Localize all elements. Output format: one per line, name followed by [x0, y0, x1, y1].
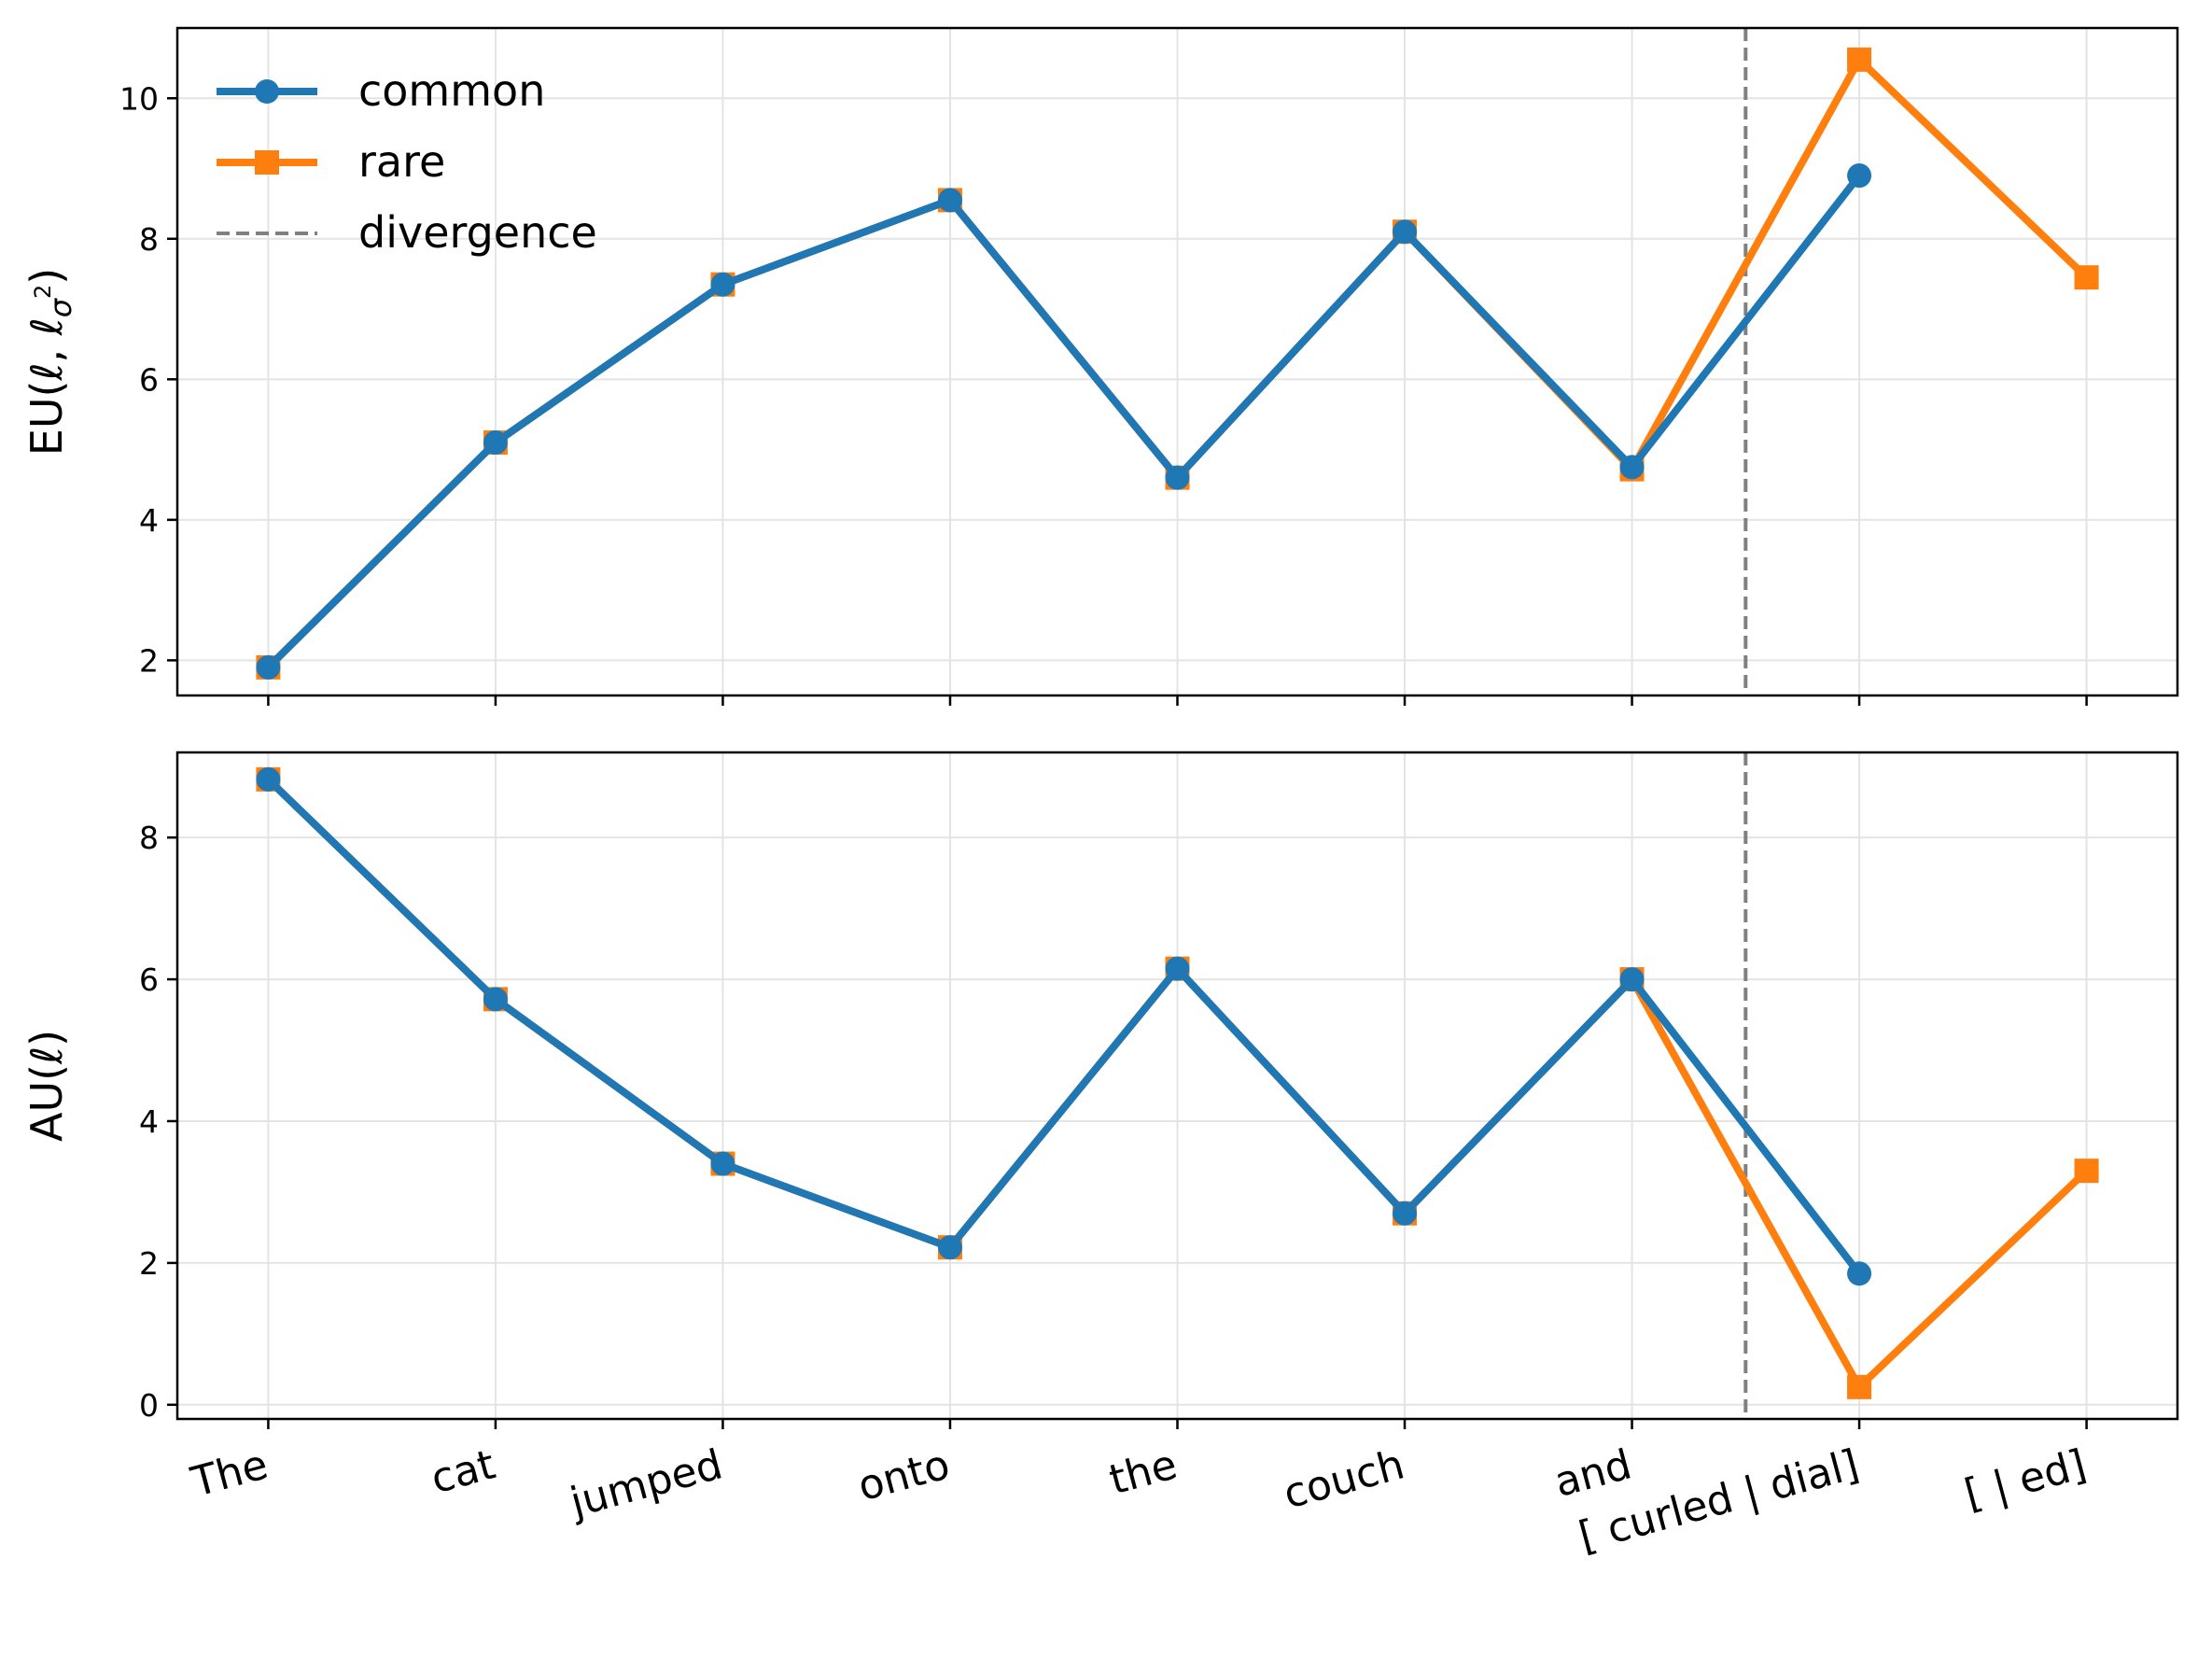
- legend: common rare divergence: [217, 65, 597, 258]
- y-axis-label: EU(ℓ, ℓσ2): [21, 268, 78, 456]
- data-point-common: [937, 1235, 962, 1260]
- data-point-common: [937, 188, 962, 213]
- y-tick-label: 8: [139, 820, 159, 856]
- data-point-rare: [2074, 1158, 2099, 1184]
- series-line-common: [264, 172, 1864, 671]
- y-tick-label: 6: [139, 361, 159, 398]
- data-point-common: [1165, 465, 1190, 490]
- x-tick-label: [ | ed]: [1960, 1440, 2092, 1518]
- legend-label-rare: rare: [358, 136, 445, 187]
- legend-marker-common: [255, 79, 279, 104]
- data-point-common: [1619, 455, 1645, 480]
- data-point-common: [1165, 956, 1190, 981]
- x-tick-label: onto: [853, 1440, 955, 1510]
- data-point-rare: [2074, 265, 2099, 290]
- data-point-common: [483, 987, 508, 1012]
- y-tick-label: 2: [139, 642, 159, 679]
- data-point-common: [710, 272, 735, 297]
- data-point-common: [1393, 219, 1418, 245]
- y-tick-label: 4: [139, 502, 159, 539]
- y-tick-label: 0: [139, 1387, 159, 1424]
- data-point-common: [483, 430, 508, 456]
- y-tick-label: 2: [139, 1245, 159, 1282]
- data-point-common: [710, 1151, 735, 1176]
- x-tick-label: cat: [427, 1440, 500, 1503]
- data-point-common: [1847, 1261, 1872, 1286]
- y-tick-label: 10: [119, 80, 159, 117]
- x-tick-label: the: [1104, 1440, 1182, 1504]
- data-point-common: [1393, 1201, 1418, 1226]
- x-tick-label: and: [1549, 1440, 1636, 1507]
- panel-1: 2 4 6 8 10 EU(ℓ, ℓσ2): [21, 26, 2179, 706]
- x-tick-label: The: [186, 1440, 273, 1507]
- data-point-common: [256, 654, 281, 680]
- y-tick-label: 4: [139, 1103, 159, 1140]
- data-point-common: [1619, 967, 1645, 992]
- x-tick-label: jumped: [565, 1440, 727, 1526]
- data-point-rare: [1847, 47, 1872, 72]
- y-tick-label: 6: [139, 962, 159, 998]
- data-point-common: [1847, 163, 1872, 189]
- data-point-rare: [1847, 1374, 1872, 1399]
- legend-label-common: common: [358, 65, 545, 116]
- y-tick-label: 8: [139, 221, 159, 258]
- series-line-common: [264, 775, 1864, 1278]
- data-point-common: [256, 766, 281, 792]
- legend-label-divergence: divergence: [358, 207, 597, 258]
- x-tick-label: couch: [1279, 1440, 1409, 1518]
- legend-marker-rare: [255, 150, 279, 175]
- y-axis-label: AU(ℓ): [21, 1030, 72, 1142]
